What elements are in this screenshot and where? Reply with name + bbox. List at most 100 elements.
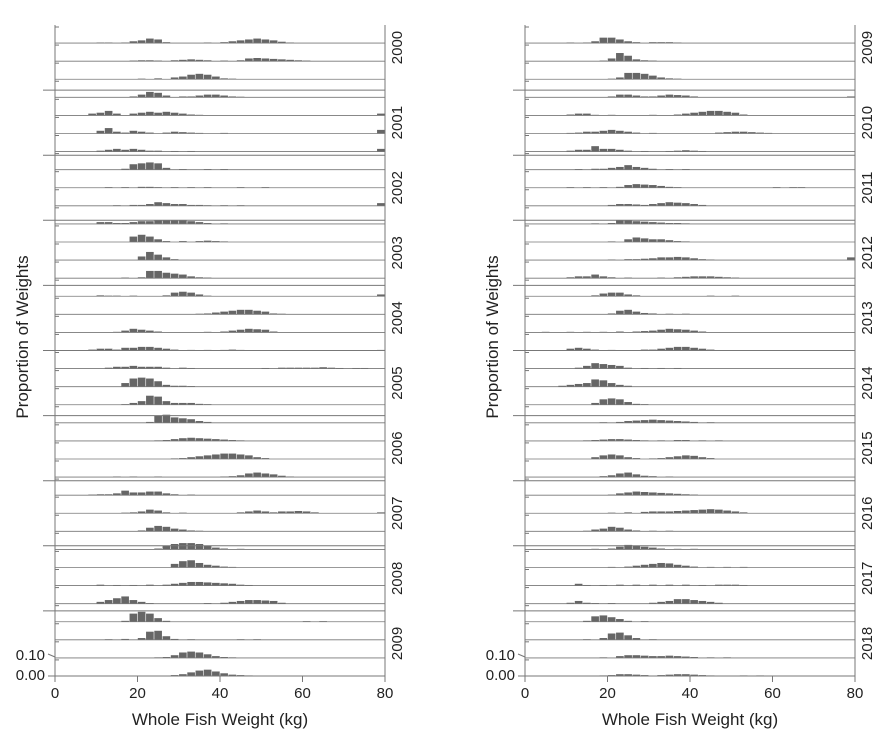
histogram-bar [269,58,278,62]
histogram-bar [599,130,608,134]
histogram-bar [195,456,204,459]
histogram-bar [162,493,171,496]
histogram-bar [690,566,698,568]
histogram-bar [212,656,220,658]
year-label: 2014 [859,366,876,399]
histogram-bar [632,458,641,459]
histogram-bar [146,132,154,134]
histogram-bar [137,94,146,98]
histogram-bar [129,236,138,242]
histogram-bar [187,59,195,62]
histogram-bar [228,41,237,44]
histogram-bar [212,565,220,568]
histogram-bar [640,655,649,658]
histogram-bar [154,163,162,170]
histogram-bar [698,331,707,333]
histogram-bar [261,311,270,315]
histogram-bar [632,166,641,170]
histogram-bar [187,114,195,116]
histogram-bar [96,494,105,496]
year-label: 2017 [859,562,876,595]
histogram-bar [632,584,641,586]
histogram-bar [632,474,641,478]
histogram-bar [657,511,665,514]
histogram-bar [624,204,632,206]
histogram-bar [245,600,253,604]
histogram-bar [640,204,649,206]
histogram-bar [739,114,748,116]
histogram-bar [170,273,179,279]
histogram-bar [146,330,154,333]
histogram-bar [607,383,616,387]
histogram-bar [245,58,253,62]
histogram-bar [253,58,261,62]
histogram-bar [616,39,624,44]
histogram-bar [591,402,599,405]
histogram-bar [377,129,385,134]
histogram-bar [607,292,616,297]
histogram-bar [574,383,583,387]
histogram-bar [698,348,707,351]
histogram-bar [624,150,632,152]
histogram-bar [154,270,162,279]
histogram-bar [624,457,632,459]
histogram-bar [657,222,665,224]
histogram-bar [236,584,245,586]
histogram-bar [129,96,138,98]
histogram-bar [228,440,237,441]
histogram-bar [690,112,698,116]
histogram-bar [632,655,641,658]
histogram-bar [731,511,740,514]
histogram-bar [624,165,632,170]
histogram-bar [253,472,261,478]
histogram-bar [665,94,674,98]
histogram-bar [212,454,220,459]
year-label: 2009 [389,627,406,660]
histogram-bar [706,458,715,459]
histogram-bar [129,600,138,604]
histogram-bar [228,674,237,676]
histogram-bar [377,512,385,514]
histogram-bar [137,277,146,279]
histogram-bar [574,583,583,586]
histogram-bar [682,276,690,279]
histogram-bar [170,583,179,586]
x-tick-label: 40 [682,685,699,702]
histogram-bar [673,95,682,98]
histogram-bar [607,548,616,550]
histogram-bar [583,348,591,351]
histogram-bar [137,511,146,514]
histogram-bar [739,512,748,514]
histogram-bar [187,221,195,224]
histogram-bar [137,163,146,170]
histogram-bar [220,78,228,80]
histogram-bar [121,383,129,387]
histogram-bar [715,584,723,586]
histogram-bar [756,132,764,134]
histogram-bar [591,146,599,152]
histogram-bar [195,73,204,80]
histogram-bar [278,475,286,478]
histogram-bar [690,657,698,658]
histogram-bar [137,377,146,387]
histogram-bar [179,59,187,62]
histogram-bar [179,291,187,297]
histogram-bar [723,277,731,279]
histogram-bar [649,239,657,242]
histogram-bar [302,511,311,514]
histogram-bar [253,457,261,459]
histogram-bar [261,58,270,62]
histogram-bar [212,76,220,80]
histogram-bar [715,132,723,134]
histogram-bar [129,222,138,224]
histogram-bar [187,402,195,405]
histogram-bar [583,276,591,279]
histogram-bar [607,96,616,98]
histogram-bar [129,402,138,405]
year-label: 2018 [859,627,876,660]
histogram-bar [698,600,707,604]
histogram-bar [212,547,220,550]
histogram-bar [640,331,649,333]
histogram-bar [179,385,187,387]
